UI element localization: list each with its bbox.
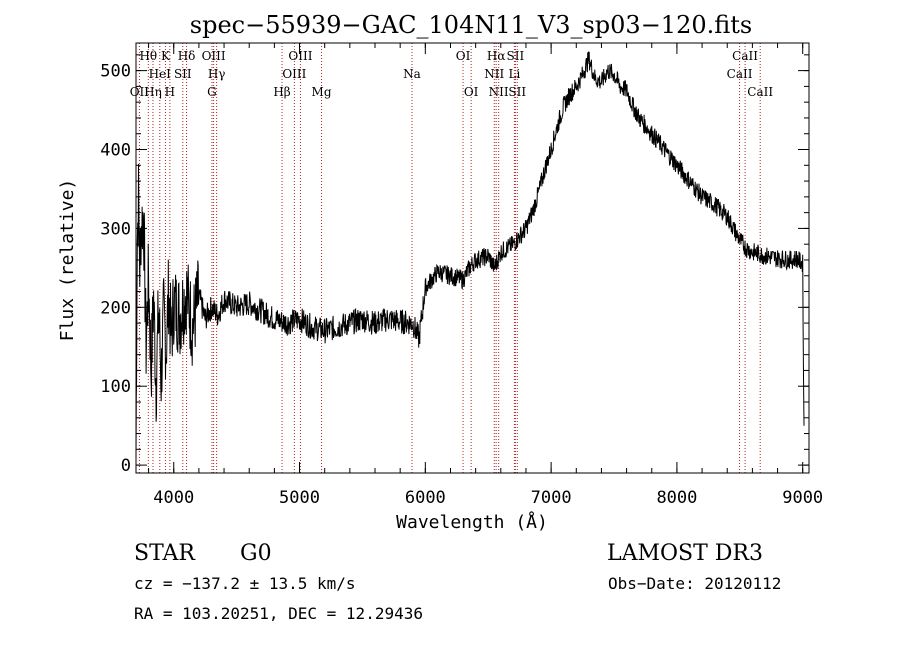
line-label-12: OIII xyxy=(282,67,306,81)
redshift-velocity: cz = −137.2 ± 13.5 km/s xyxy=(134,574,356,593)
line-label-7: Hδ xyxy=(178,49,196,63)
line-label-16: OI xyxy=(456,49,471,63)
x-axis-label: Wavelength (Å) xyxy=(396,511,548,533)
line-label-6: SII xyxy=(174,67,192,81)
line-label-15: Na xyxy=(403,67,421,81)
y-tick-label-2: 200 xyxy=(100,298,131,318)
spectrum-series-line xyxy=(135,51,805,459)
line-label-5: H xyxy=(165,85,175,99)
y-tick-label-1: 100 xyxy=(100,377,131,397)
chart-title: spec−55939−GAC_104N11_V3_sp03−120.fits xyxy=(190,11,752,39)
line-label-13: OIII xyxy=(288,49,312,63)
spectral-line-markers xyxy=(138,43,761,473)
x-tick-label-3: 7000 xyxy=(531,488,572,508)
y-axis: 0 100 200 300 400 500 xyxy=(100,54,809,476)
line-label-14: Mg xyxy=(312,85,332,99)
line-label-8: OIII xyxy=(202,49,226,63)
x-tick-label-0: 4000 xyxy=(153,488,194,508)
object-class: STAR xyxy=(134,541,196,566)
x-tick-label-4: 8000 xyxy=(656,488,697,508)
line-label-10: G xyxy=(207,85,217,99)
line-label-19: Hα xyxy=(487,49,506,63)
y-tick-label-3: 300 xyxy=(100,219,131,239)
observation-date: Obs−Date: 20120112 xyxy=(608,574,781,593)
line-label-23: SII xyxy=(508,85,526,99)
y-tick-label-0: 0 xyxy=(121,456,131,476)
line-label-24: CaII xyxy=(727,67,753,81)
line-label-20: NII xyxy=(489,85,509,99)
line-label-9: Hγ xyxy=(208,67,226,81)
x-tick-label-5: 9000 xyxy=(782,488,823,508)
line-label-2: Hη xyxy=(144,85,162,99)
y-tick-label-5: 500 xyxy=(100,62,131,82)
line-label-25: CaII xyxy=(732,49,758,63)
line-label-1: OII xyxy=(130,85,150,99)
line-label-21: Li xyxy=(508,67,520,81)
line-label-3: HeI xyxy=(149,67,172,81)
line-label-26: CaII xyxy=(747,85,773,99)
line-label-4: K xyxy=(161,49,171,63)
object-subclass: G0 xyxy=(240,541,272,566)
line-label-22: SII xyxy=(507,49,525,63)
line-label-18: NII xyxy=(484,67,504,81)
coordinates: RA = 103.20251, DEC = 12.29436 xyxy=(134,604,423,623)
x-tick-label-2: 6000 xyxy=(405,488,446,508)
survey-name: LAMOST DR3 xyxy=(607,541,763,566)
x-axis: 4000 5000 6000 7000 8000 9000 xyxy=(148,43,823,508)
y-tick-label-4: 400 xyxy=(100,141,131,161)
y-axis-label: Flux (relative) xyxy=(57,179,78,342)
line-label-0: Hθ xyxy=(139,49,157,63)
line-label-17: OI xyxy=(464,85,479,99)
x-tick-label-1: 5000 xyxy=(279,488,320,508)
line-label-11: Hβ xyxy=(273,85,290,99)
plot-frame xyxy=(135,42,810,474)
